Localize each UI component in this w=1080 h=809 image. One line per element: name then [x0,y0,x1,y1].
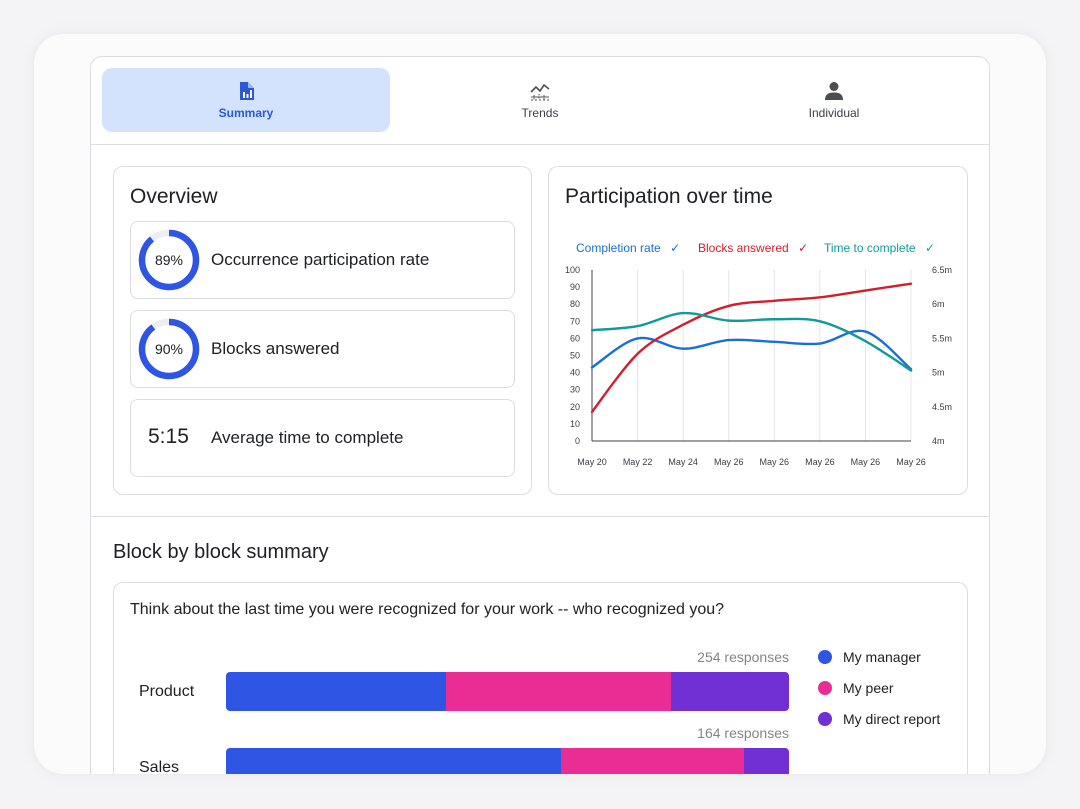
blocks-answered-label: Blocks answered [211,339,340,358]
y-tick-label: 90 [570,282,580,292]
question-text: Think about the last time you were recog… [130,601,725,618]
series-line-time-to-complete [590,311,913,372]
person-icon [825,82,843,100]
bar-segment-my-peer[interactable] [445,672,671,711]
tab-individual-label: Individual [808,106,860,120]
legend-my-peer-label: My peer [843,680,894,696]
average-time-value: 5:15 [148,425,189,448]
stacked-bar-product[interactable] [226,672,789,711]
x-tick-label: May 26 [805,457,835,467]
legend-dot [818,681,832,695]
check-icon: ✓ [798,241,809,255]
blocks-answered-value: 90% [154,341,184,357]
tab-summary-label: Summary [218,106,274,120]
participation-title: Participation over time [565,185,773,208]
legend-dot [818,712,832,726]
y2-tick-label: 6.5m [932,265,952,275]
y-tick-label: 0 [575,436,580,446]
x-tick-label: May 26 [760,457,790,467]
y-tick-label: 60 [570,333,580,343]
summary-report-icon [240,82,254,100]
check-icon: ✓ [924,241,935,255]
bar-segment-my-peer[interactable] [560,748,744,774]
x-tick-label: May 26 [896,457,926,467]
overview-title: Overview [130,185,218,208]
series-line-completion-rate [590,329,913,371]
window-frame: Summary Trends Individual [34,34,1046,774]
overview-card: Overview 89% Occurrence participation ra… [113,166,532,495]
y2-tick-label: 4m [932,436,945,446]
y-tick-label: 50 [570,351,580,361]
average-time-label: Average time to complete [211,428,404,447]
participation-rate-metric: 89% Occurrence participation rate [130,221,515,299]
response-count: 254 responses [697,649,789,665]
tab-trends[interactable]: Trends [396,68,684,132]
x-tick-label: May 26 [714,457,744,467]
trends-chart-icon [530,83,550,101]
y-tick-label: 10 [570,419,580,429]
average-time-metric: 5:15 Average time to complete [130,399,515,477]
y-tick-label: 30 [570,385,580,395]
y2-tick-label: 5.5m [932,333,952,343]
x-tick-label: May 22 [623,457,653,467]
report-panel: Summary Trends Individual [90,56,990,774]
y2-tick-label: 6m [932,299,945,309]
legend-time-to-complete[interactable]: Time to complete ✓ [824,241,935,255]
tab-summary[interactable]: Summary [102,68,390,132]
question-card: Think about the last time you were recog… [113,582,968,774]
section-divider [91,516,989,517]
participation-rate-value: 89% [154,252,184,268]
block-summary-title: Block by block summary [113,541,329,563]
blocks-answered-metric: 90% Blocks answered [130,310,515,388]
legend-my-direct-report-label: My direct report [843,711,941,727]
row-label-sales: Sales [139,759,180,774]
legend-my-manager-label: My manager [843,649,921,665]
legend-blocks-answered-label: Blocks answered [698,241,789,255]
participation-card: Participation over time Completion rate … [548,166,968,495]
bar-segment-my-direct-report[interactable] [743,748,789,774]
y-tick-label: 20 [570,402,580,412]
bar-segment-my-direct-report[interactable] [670,672,789,711]
participation-rate-label: Occurrence participation rate [211,250,430,269]
y-tick-label: 80 [570,299,580,309]
bar-segment-my-manager[interactable] [226,672,446,711]
participation-rate-ring [138,229,200,291]
check-icon: ✓ [670,241,681,255]
bar-segment-my-manager[interactable] [226,748,561,774]
row-label-product: Product [139,683,195,700]
legend-completion-rate[interactable]: Completion rate ✓ [576,241,680,255]
legend-blocks-answered[interactable]: Blocks answered ✓ [698,241,808,255]
legend-completion-rate-label: Completion rate [576,241,661,255]
y-tick-label: 70 [570,316,580,326]
tab-bar: Summary Trends Individual [91,57,989,145]
legend-time-to-complete-label: Time to complete [824,241,916,255]
x-tick-label: May 24 [668,457,698,467]
blocks-answered-ring [138,318,200,380]
y2-tick-label: 5m [932,368,945,378]
y-tick-label: 100 [565,265,580,275]
legend-dot [818,650,832,664]
response-count: 164 responses [697,725,789,741]
stacked-bar-sales[interactable] [226,748,789,774]
y-tick-label: 40 [570,368,580,378]
series-line-blocks-answered [590,282,913,414]
y2-tick-label: 4.5m [932,402,952,412]
tab-individual[interactable]: Individual [690,68,978,132]
x-tick-label: May 26 [851,457,881,467]
x-tick-label: May 20 [577,457,607,467]
participation-line-chart: 0 10 20 30 40 50 60 70 80 90 100 4m 4.5m 5m 5.5m 6m 6.5m… [565,265,952,467]
tab-trends-label: Trends [521,106,559,120]
